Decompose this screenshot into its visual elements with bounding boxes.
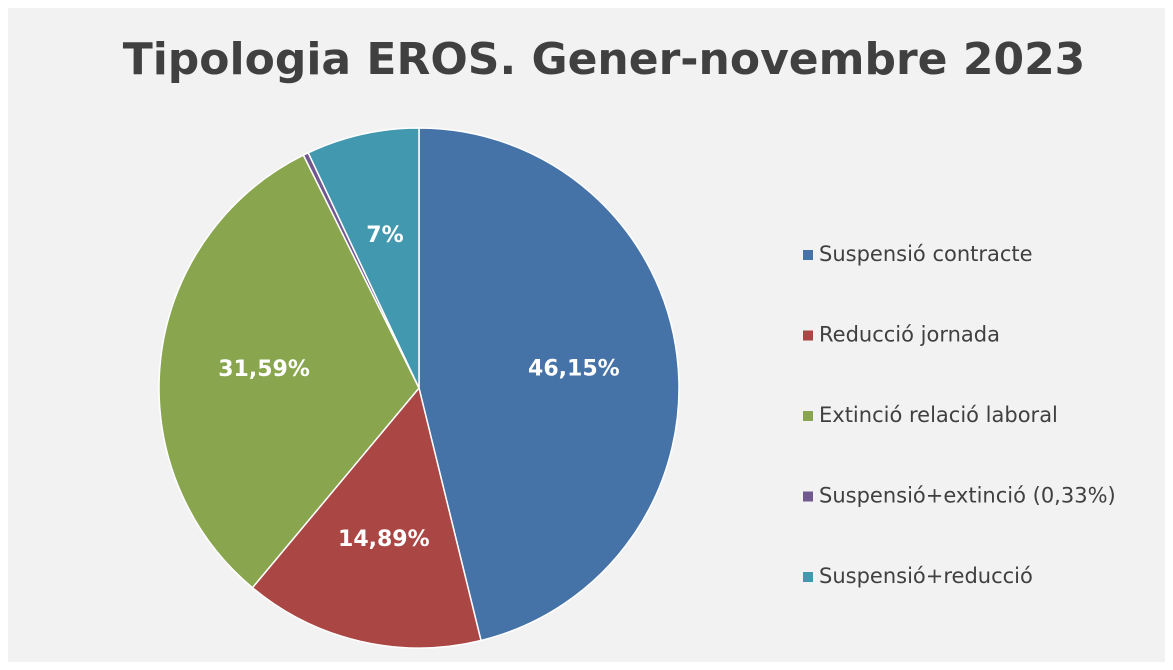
legend-label: Suspensió+extinció (0,33%) (819, 484, 1116, 508)
pie-slice (418, 127, 680, 642)
data-label: 31,59% (218, 357, 310, 382)
legend-swatch (803, 572, 813, 582)
legend-label: Suspensió contracte (819, 242, 1033, 266)
pie-slice (307, 127, 420, 389)
data-label: 46,15% (528, 356, 620, 381)
legend-label: Extinció relació laboral (819, 403, 1058, 427)
data-label: 14,89% (338, 527, 430, 552)
legend-swatch (803, 411, 813, 421)
legend-label: Reducció jornada (819, 323, 1000, 347)
legend-swatch (803, 330, 813, 341)
legend-swatch (803, 250, 813, 260)
chart-title: Tipologia EROS. Gener-novembre 2023 (123, 34, 1086, 85)
legend-swatch (803, 491, 813, 502)
legend-label: Suspensió+reducció (819, 564, 1033, 588)
pie-slice (158, 154, 420, 589)
pie-slice (251, 386, 482, 649)
data-label: 7% (366, 223, 403, 248)
